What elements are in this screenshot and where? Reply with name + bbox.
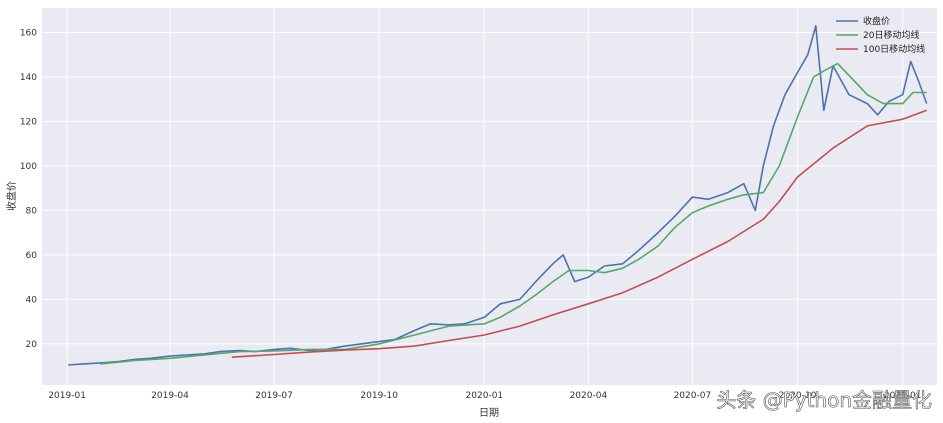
watermark-text: 头条 @Python金融量化 — [716, 388, 932, 412]
y-tick-label: 80 — [26, 206, 38, 216]
y-tick-label: 100 — [20, 162, 37, 172]
y-tick-label: 40 — [26, 295, 38, 305]
x-tick-label: 2020-07 — [674, 391, 712, 401]
x-tick-label: 2020-01 — [466, 391, 504, 401]
y-tick-label: 20 — [26, 340, 38, 350]
y-axis: 20 40 60 80 100 120 140 160 — [20, 28, 37, 349]
y-axis-title: 收盘价 — [5, 181, 18, 211]
y-tick-label: 140 — [20, 73, 37, 83]
series-layer — [68, 24, 928, 366]
x-axis: 2019-01 2019-04 2019-07 2019-10 2020-01 2020-… — [48, 391, 921, 401]
series-line-1 — [68, 24, 928, 366]
x-tick-label: 2020-04 — [570, 391, 608, 401]
series-line-2 — [100, 62, 927, 365]
series-line-3 — [231, 109, 927, 358]
x-tick-label: 2019-10 — [360, 391, 398, 401]
legend-label-3: 100日移动均线 — [863, 43, 925, 55]
y-tick-label: 160 — [20, 28, 37, 38]
x-tick-label: 2019-01 — [48, 391, 86, 401]
y-tick-label: 120 — [20, 117, 37, 127]
x-tick-label: 2021-01 — [884, 391, 922, 401]
legend-label-2: 20日移动均线 — [863, 29, 919, 41]
x-tick-label: 2020-10 — [779, 391, 817, 401]
x-tick-label: 2019-07 — [255, 391, 293, 401]
legend-label-1: 收盘价 — [863, 15, 890, 27]
legend: 收盘价 20日移动均线 100日移动均线 — [836, 15, 925, 55]
x-axis-title: 日期 — [479, 407, 499, 419]
x-tick-label: 2019-04 — [151, 391, 189, 401]
y-tick-label: 60 — [26, 251, 38, 261]
